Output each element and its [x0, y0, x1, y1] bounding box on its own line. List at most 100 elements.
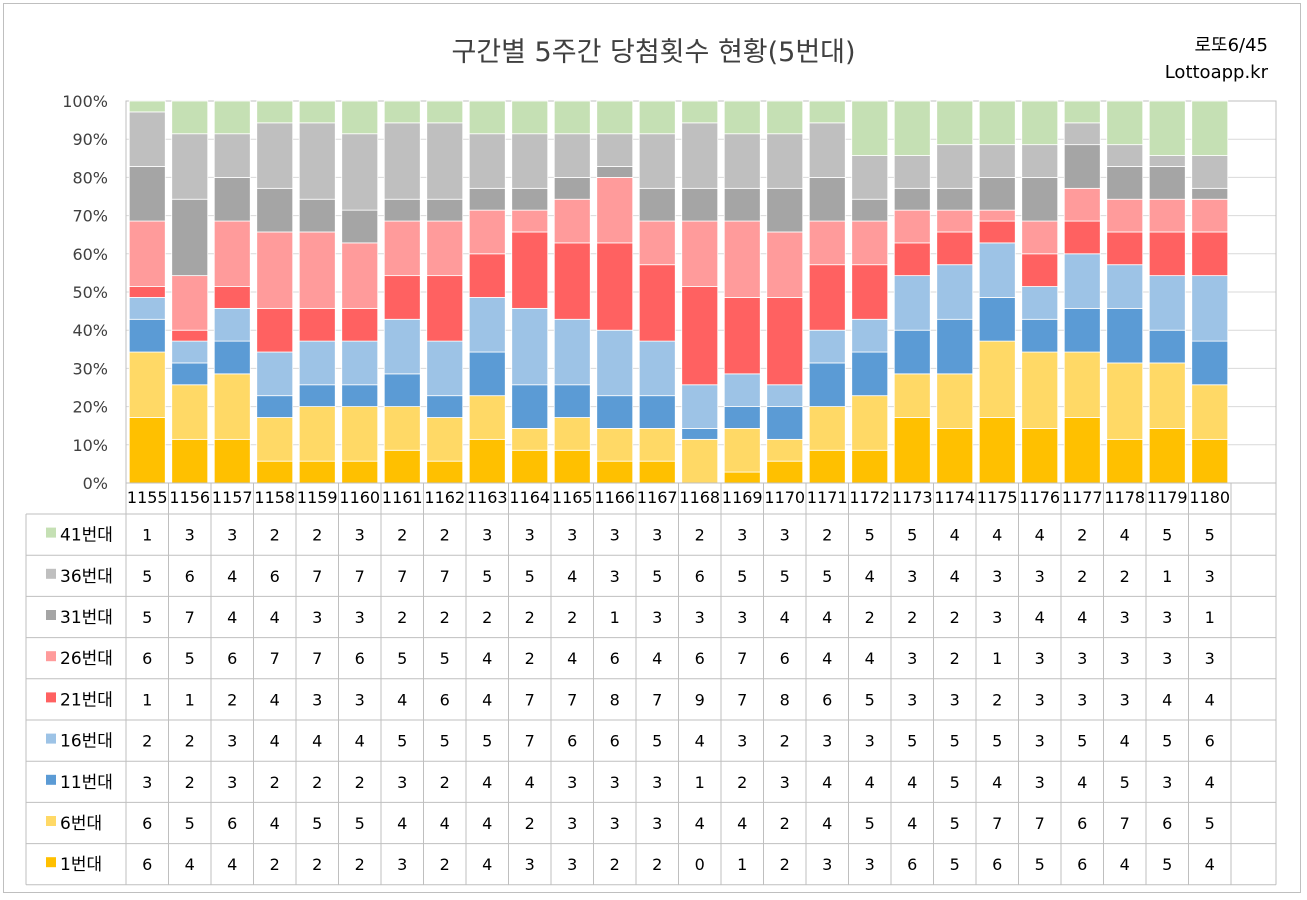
- bar-segment: [511, 307, 549, 386]
- data-label: 5: [1162, 526, 1172, 545]
- bar-segment: [468, 297, 506, 353]
- data-label: 6: [907, 855, 917, 874]
- bar-segment: [1148, 100, 1186, 156]
- bar-segment: [936, 144, 974, 189]
- data-label: 3: [1077, 649, 1087, 668]
- data-label: 4: [652, 649, 662, 668]
- data-label: 3: [312, 608, 322, 627]
- data-label: 4: [482, 855, 492, 874]
- bar-segment: [596, 133, 634, 167]
- bar-segment: [128, 100, 166, 113]
- x-tick-label: 1175: [977, 488, 1018, 507]
- bar-segment: [1063, 187, 1101, 222]
- data-label: 4: [865, 649, 875, 668]
- bar-segment: [638, 428, 676, 462]
- bar-segment: [596, 428, 634, 462]
- data-label: 3: [610, 814, 620, 833]
- bar-segment: [681, 438, 719, 484]
- bar-segment: [511, 209, 549, 233]
- bar-segment: [1148, 198, 1186, 233]
- data-label: 7: [992, 814, 1002, 833]
- data-label: 3: [1162, 608, 1172, 627]
- data-label: 3: [567, 773, 577, 792]
- bar-segment: [553, 198, 591, 244]
- x-tick-label: 1178: [1104, 488, 1145, 507]
- data-label: 3: [907, 690, 917, 709]
- bar-segment: [256, 395, 294, 418]
- data-label: 8: [610, 690, 620, 709]
- x-tick-label: 1166: [594, 488, 635, 507]
- bar-segment: [511, 100, 549, 135]
- x-tick-label: 1156: [169, 488, 210, 507]
- bar-segment: [298, 340, 336, 386]
- bar-segment: [341, 133, 379, 211]
- data-label: 7: [567, 690, 577, 709]
- bar-segment: [468, 100, 506, 135]
- data-label: 4: [227, 567, 237, 586]
- y-tick-label: 100%: [62, 92, 108, 111]
- bar-segment: [426, 275, 464, 342]
- x-tick-label: 1167: [637, 488, 678, 507]
- bar-segment: [936, 209, 974, 233]
- data-label: 4: [950, 567, 960, 586]
- bar-segment: [1063, 307, 1101, 353]
- data-label: 2: [695, 526, 705, 545]
- y-tick-label: 10%: [72, 436, 108, 455]
- data-label: 2: [397, 608, 407, 627]
- data-label: 5: [950, 773, 960, 792]
- data-label: 5: [440, 732, 450, 751]
- data-label: 4: [270, 608, 280, 627]
- data-label: 3: [1205, 649, 1215, 668]
- legend-label: 41번대: [60, 526, 113, 546]
- data-label: 7: [525, 732, 535, 751]
- data-label: 5: [397, 649, 407, 668]
- bar-segment: [213, 133, 251, 178]
- data-label: 7: [397, 567, 407, 586]
- data-label: 3: [1035, 773, 1045, 792]
- data-label: 4: [822, 608, 832, 627]
- data-label: 3: [737, 608, 747, 627]
- x-tick-label: 1171: [807, 488, 848, 507]
- bar-segment: [383, 373, 421, 408]
- data-label: 0: [695, 855, 705, 874]
- bar-segment: [128, 297, 166, 320]
- bar-segment: [298, 122, 336, 200]
- data-label: 3: [1035, 649, 1045, 668]
- bar-segment: [851, 264, 889, 320]
- bar-segment: [638, 100, 676, 135]
- bar-segment: [851, 100, 889, 156]
- bar-segment: [893, 155, 931, 189]
- bar-segment: [596, 166, 634, 178]
- bar-segment: [426, 460, 464, 484]
- data-label: 6: [780, 649, 790, 668]
- data-label: 7: [440, 567, 450, 586]
- bar-segment: [723, 471, 761, 484]
- bar-segment: [1106, 362, 1144, 440]
- data-label: 3: [227, 732, 237, 751]
- data-label: 6: [1162, 814, 1172, 833]
- bar-segment: [426, 417, 464, 462]
- bar-segment: [468, 133, 506, 189]
- data-label: 4: [1120, 526, 1130, 545]
- data-label: 7: [270, 649, 280, 668]
- bar-segment: [1106, 144, 1144, 167]
- bar-segment: [1148, 275, 1186, 331]
- data-label: 6: [610, 649, 620, 668]
- bar-segment: [893, 329, 931, 375]
- data-label: 6: [185, 567, 195, 586]
- data-label: 2: [185, 773, 195, 792]
- bar-segment: [511, 449, 549, 484]
- bar-segment: [978, 220, 1016, 244]
- data-label: 2: [525, 608, 535, 627]
- data-label: 7: [185, 608, 195, 627]
- bar-segment: [723, 406, 761, 429]
- data-label: 2: [142, 732, 152, 751]
- bar-segment: [978, 100, 1016, 146]
- bar-segment: [808, 264, 846, 331]
- x-tick-label: 1164: [509, 488, 550, 507]
- data-label: 6: [142, 649, 152, 668]
- data-label: 5: [1162, 855, 1172, 874]
- data-label: 4: [992, 526, 1002, 545]
- data-label: 5: [142, 608, 152, 627]
- bar-segment: [978, 144, 1016, 178]
